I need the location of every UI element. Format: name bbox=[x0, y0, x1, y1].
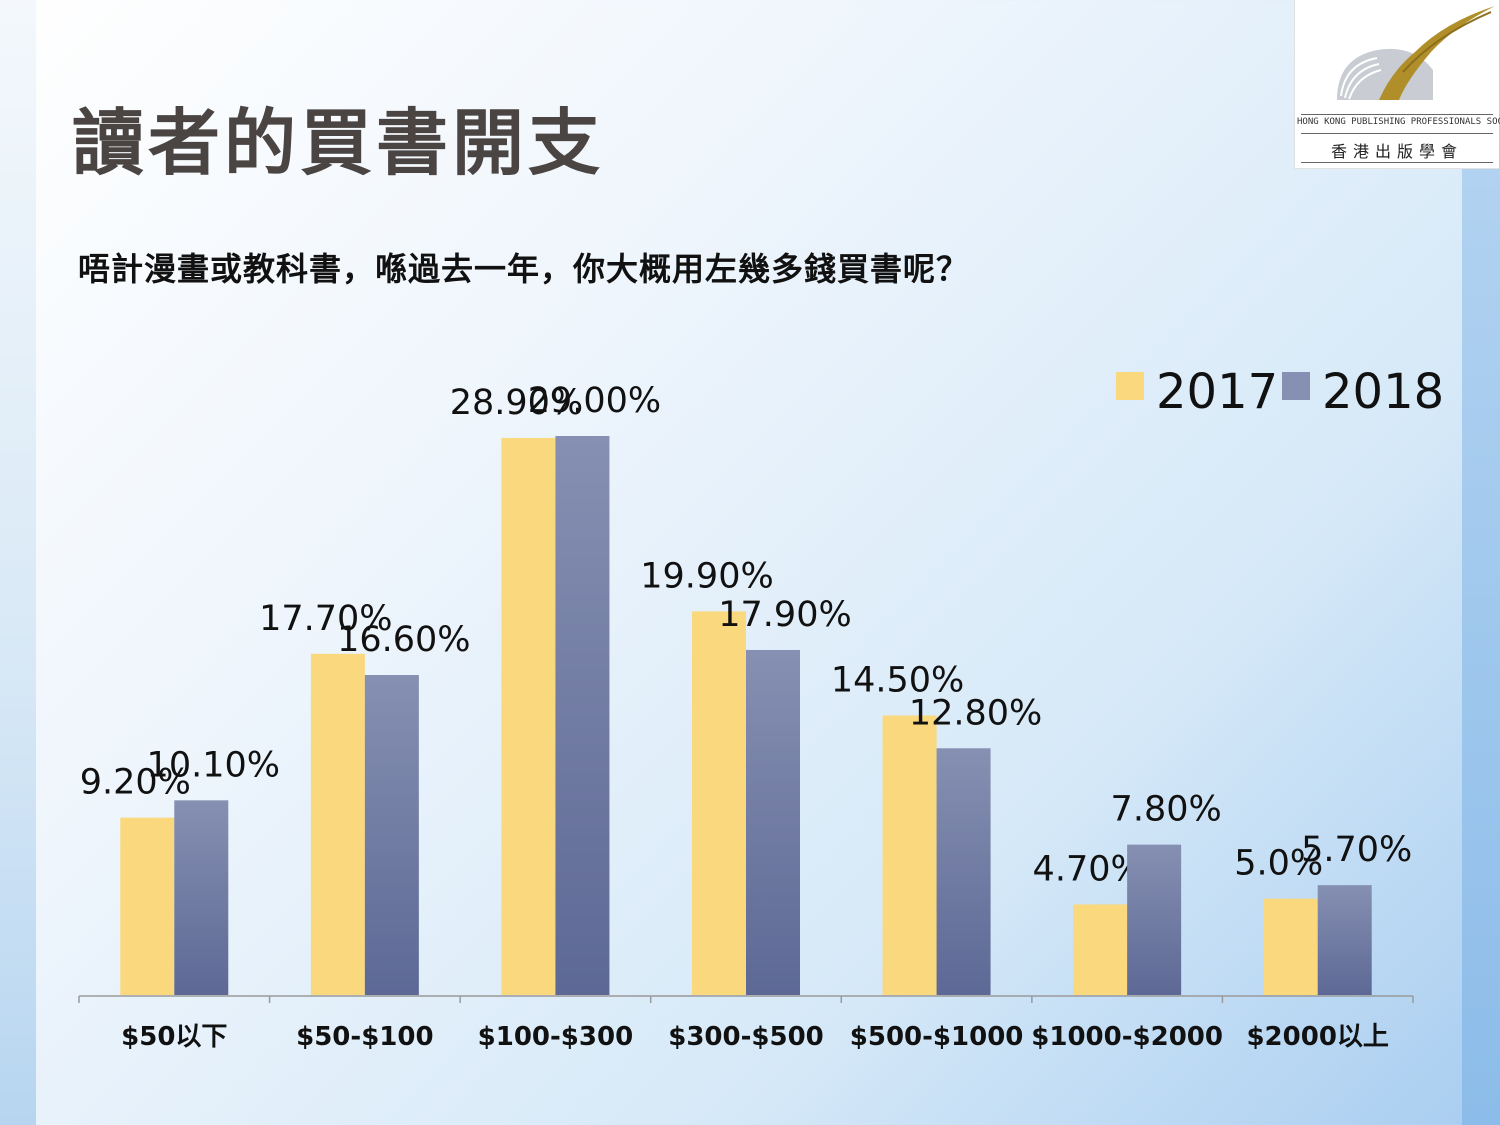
bar-2018-3 bbox=[746, 649, 800, 995]
bar-2018-1 bbox=[364, 675, 419, 995]
logo-mark bbox=[1337, 6, 1495, 100]
bar-2018-5 bbox=[1127, 844, 1182, 995]
legend-swatch-2018 bbox=[1282, 372, 1310, 400]
data-label-2017-5: 4.70% bbox=[1033, 849, 1144, 889]
bar-2018-4 bbox=[936, 748, 991, 995]
page-title: 讀者的買書開支 bbox=[72, 101, 605, 185]
bar-2018-0 bbox=[174, 800, 229, 995]
survey-question: 唔計漫畫或教科書，喺過去一年，你大概用左幾多錢買書呢？ bbox=[78, 250, 970, 288]
data-label-2018-2: 29.00% bbox=[528, 381, 661, 421]
bar-2017-4 bbox=[882, 715, 937, 995]
x-tick-label-6: $2000以上 bbox=[1246, 1022, 1388, 1052]
bar-2017-1 bbox=[310, 653, 365, 995]
data-label-2018-3: 17.90% bbox=[718, 595, 851, 635]
x-tick-label-2: $100-$300 bbox=[478, 1022, 634, 1052]
logo-name-en: HONG KONG PUBLISHING PROFESSIONALS SOCIE… bbox=[1297, 117, 1500, 127]
data-label-2018-5: 7.80% bbox=[1111, 790, 1222, 830]
x-tick-label-0: $50以下 bbox=[121, 1022, 227, 1052]
bar-2017-6 bbox=[1263, 898, 1318, 995]
society-logo: HONG KONG PUBLISHING PROFESSIONALS SOCIE… bbox=[1294, 0, 1500, 169]
bar-2018-6 bbox=[1317, 885, 1372, 995]
x-tick-label-4: $500-$1000 bbox=[850, 1022, 1024, 1052]
data-label-2017-2: 28.90% bbox=[450, 383, 583, 423]
data-label-2017-6: 5.0% bbox=[1234, 844, 1323, 884]
legend-swatch-2017 bbox=[1116, 372, 1144, 400]
data-label-2018-6: 5.70% bbox=[1301, 830, 1412, 870]
data-label-2018-1: 16.60% bbox=[337, 620, 470, 660]
data-label-2017-3: 19.90% bbox=[640, 556, 773, 596]
bar-2017-2 bbox=[501, 437, 556, 995]
x-tick-label-3: $300-$500 bbox=[668, 1022, 824, 1052]
logo-rule-bottom bbox=[1301, 162, 1493, 163]
left-decor-strip bbox=[0, 0, 36, 1125]
legend-label-2018: 2018 bbox=[1322, 364, 1444, 420]
logo-name-zh: 香港出版學會 bbox=[1330, 142, 1463, 161]
data-label-2018-0: 10.10% bbox=[147, 745, 280, 785]
bar-2017-0 bbox=[120, 817, 175, 995]
legend-label-2017: 2017 bbox=[1156, 364, 1278, 420]
right-decor-strip bbox=[1462, 0, 1500, 1125]
bar-2018-2 bbox=[555, 436, 610, 995]
logo-rule-top bbox=[1301, 114, 1493, 115]
data-label-2017-1: 17.70% bbox=[259, 599, 392, 639]
data-label-2017-0: 9.20% bbox=[80, 763, 191, 803]
data-label-2018-4: 12.80% bbox=[909, 693, 1042, 733]
x-tick-label-1: $50-$100 bbox=[296, 1022, 433, 1052]
bar-2017-3 bbox=[692, 611, 746, 995]
x-tick-label-5: $1000-$2000 bbox=[1031, 1022, 1223, 1052]
logo-rule-mid bbox=[1301, 133, 1493, 134]
bar-2017-5 bbox=[1073, 904, 1128, 995]
data-label-2017-4: 14.50% bbox=[831, 661, 964, 701]
